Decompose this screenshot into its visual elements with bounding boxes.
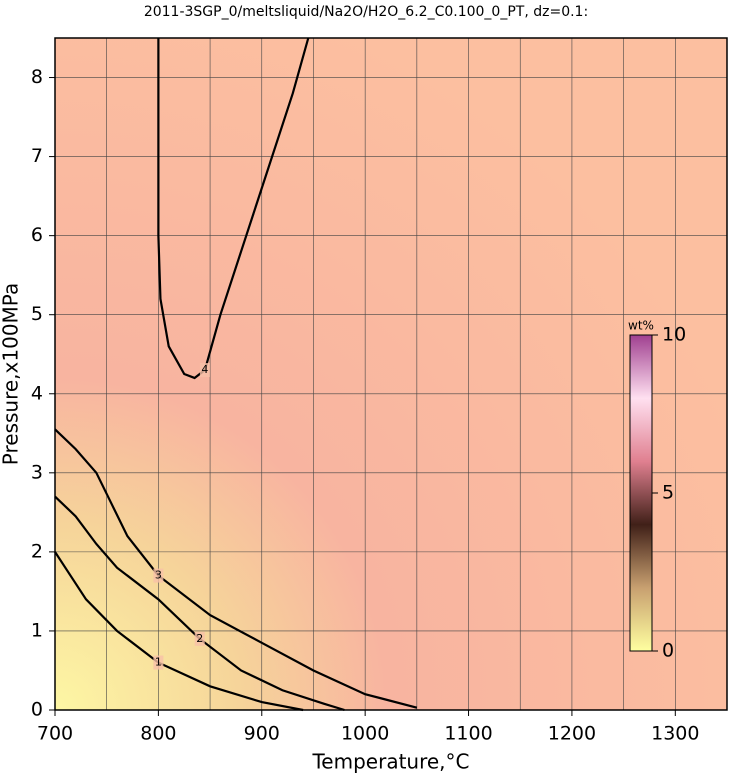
contour-label: 3 (155, 569, 162, 582)
y-tick-label: 0 (31, 699, 43, 721)
contour-label: 2 (196, 632, 203, 645)
x-tick-label: 1300 (651, 723, 699, 745)
plot-frame (54, 37, 728, 711)
x-tick-label: 1100 (444, 723, 492, 745)
contour-label-bg (194, 631, 205, 646)
y-tick-label: 6 (31, 224, 43, 246)
y-tick-label: 4 (31, 382, 43, 404)
plot-background (55, 38, 727, 710)
x-axis-label: Temperature,°C (311, 750, 469, 774)
x-tick-label: 900 (244, 723, 280, 745)
colorbar-tick-label: 5 (662, 482, 674, 504)
contour-label-bg (153, 655, 164, 670)
contour-label: 1 (155, 656, 162, 669)
y-tick-label: 1 (31, 619, 43, 641)
colorbar-tick-label: 10 (662, 324, 686, 346)
x-tick-label: 700 (37, 723, 73, 745)
y-tick-label: 7 (31, 145, 43, 167)
chart-title: 2011-3SGP_0/meltsliquid/Na2O/H2O_6.2_C0.… (144, 4, 588, 20)
contour-label: 4 (201, 363, 208, 376)
colorbar (629, 334, 653, 652)
colorbar-tick-label: 0 (662, 640, 674, 662)
contour-line (54, 551, 304, 712)
y-tick-label: 2 (31, 540, 43, 562)
y-tick-label: 3 (31, 461, 43, 483)
y-axis-label: Pressure,x100MPa (0, 283, 23, 465)
x-tick-label: 800 (140, 723, 176, 745)
contour-line (54, 495, 345, 712)
contour-label-bg (153, 568, 164, 583)
contour-label-bg (199, 363, 210, 378)
colorbar-label: wt% (628, 319, 654, 333)
x-tick-label: 1200 (548, 723, 596, 745)
y-tick-label: 8 (31, 66, 43, 88)
contour-line (157, 37, 310, 380)
x-tick-label: 1000 (341, 723, 389, 745)
y-tick-label: 5 (31, 303, 43, 325)
